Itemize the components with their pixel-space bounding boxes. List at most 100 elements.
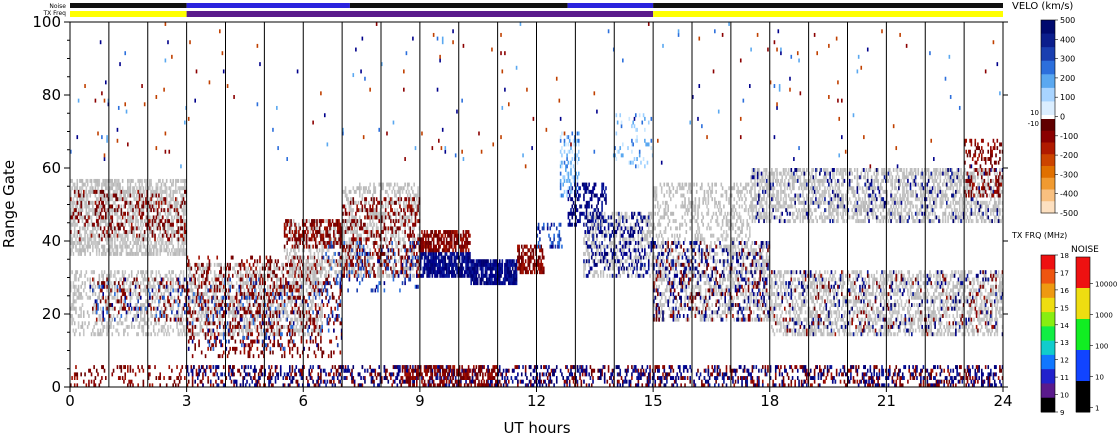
echo-cell [261, 266, 264, 271]
echo-cell [169, 222, 172, 227]
echo-cell [164, 186, 167, 191]
echo-cell [312, 284, 314, 289]
echo-cell [254, 339, 256, 344]
echo-cell [111, 303, 114, 307]
echo-cell [108, 186, 111, 191]
echo-cell [168, 248, 171, 253]
echo-cell [296, 230, 299, 234]
echo-cell [103, 219, 106, 224]
echo-cell [156, 281, 159, 286]
echo-cell [233, 303, 235, 307]
echo-cell [269, 332, 272, 337]
echo-cell [286, 248, 288, 253]
echo-cell [145, 248, 147, 253]
echo-cell [119, 189, 121, 194]
echo-cell [152, 200, 155, 205]
echo-cell [228, 288, 230, 293]
echo-cell [72, 208, 75, 213]
echo-cell [250, 328, 252, 333]
echo-cell [169, 197, 172, 202]
echo-cell [104, 251, 107, 256]
echo-cell [128, 273, 130, 278]
echo-cell [181, 178, 184, 183]
echo-cell [213, 339, 216, 344]
echo-cell [162, 295, 164, 300]
echo-cell [133, 233, 136, 238]
echo-cell [72, 241, 75, 245]
echo-cell [273, 273, 276, 278]
echo-cell [169, 324, 172, 329]
echo-cell [77, 189, 80, 194]
echo-cell [168, 332, 171, 337]
echo-cell [163, 230, 165, 234]
echo-cell [289, 332, 291, 337]
echo-cell [338, 222, 340, 227]
echo-cell [388, 273, 391, 278]
echo-cell [99, 284, 102, 289]
echo-cell [127, 186, 129, 191]
echo-cell [200, 310, 203, 315]
echo-cell [72, 215, 75, 220]
echo-cell [316, 244, 318, 249]
echo-cell [203, 314, 206, 318]
echo-cell [404, 182, 406, 187]
echo-cell [266, 288, 269, 293]
echo-cell [357, 266, 360, 271]
echo-cell [70, 241, 72, 245]
echo-cell [138, 306, 141, 311]
echo-cell [155, 204, 158, 209]
echo-cell [309, 262, 312, 267]
echo-cell [101, 230, 103, 234]
echo-cell [142, 270, 145, 275]
echo-cell [290, 248, 292, 253]
echo-cell [106, 178, 108, 183]
echo-cell [154, 193, 156, 198]
echo-cell [86, 241, 89, 245]
echo-cell [397, 200, 400, 205]
echo-cell [358, 237, 361, 242]
echo-cell [103, 270, 106, 275]
echo-cell [299, 273, 301, 278]
echo-cell [88, 200, 90, 205]
echo-cell [133, 306, 136, 311]
echo-cell [326, 303, 329, 307]
echo-cell [160, 328, 163, 333]
echo-cell [231, 332, 234, 337]
echo-cell [159, 299, 162, 304]
echo-cell [311, 266, 313, 271]
echo-cell [199, 306, 202, 311]
echo-cell [139, 288, 142, 293]
echo-cell [323, 259, 326, 264]
txfreq-segment [653, 11, 1003, 17]
echo-cell [228, 273, 230, 278]
echo-cell [321, 350, 323, 355]
echo-cell [381, 244, 383, 249]
echo-cell [110, 237, 112, 242]
echo-cell [303, 346, 305, 351]
echo-cell [278, 295, 281, 300]
echo-cell [377, 215, 379, 220]
echo-cell [252, 321, 255, 326]
echo-cell [99, 332, 102, 337]
echo-cell [71, 241, 73, 245]
echo-cell [221, 288, 224, 293]
echo-cell [167, 230, 169, 234]
echo-cell [261, 321, 264, 326]
echo-cell [281, 262, 283, 267]
echo-cell [120, 303, 123, 307]
echo-cell [156, 215, 159, 220]
echo-cell [181, 197, 184, 202]
echo-cell [154, 219, 156, 224]
echo-cell [246, 259, 248, 264]
echo-cell [397, 186, 400, 191]
echo-cell [303, 277, 305, 282]
echo-cell [75, 299, 77, 304]
echo-cell [251, 255, 254, 260]
echo-cell [137, 281, 139, 286]
echo-cell [412, 189, 414, 194]
echo-cell [369, 211, 371, 216]
echo-cell [335, 270, 338, 275]
echo-cell [330, 262, 333, 267]
echo-cell [155, 241, 158, 245]
echo-cell [291, 332, 294, 337]
